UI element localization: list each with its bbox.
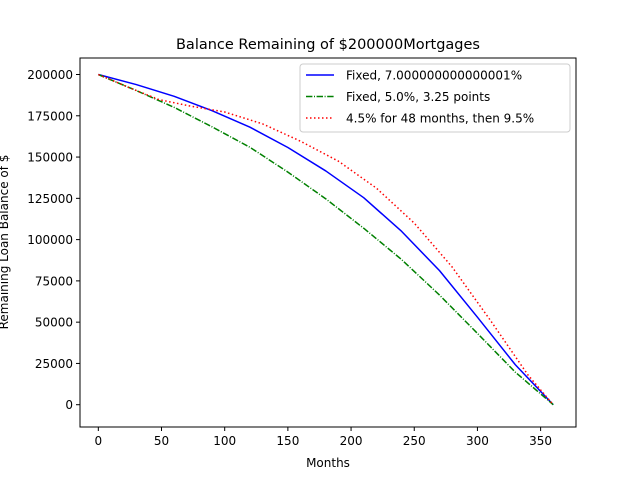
series-layer <box>98 73 554 406</box>
y-tick-label: 50000 <box>35 316 73 330</box>
y-tick-label: 200000 <box>27 68 73 82</box>
series-line-1 <box>98 73 554 406</box>
x-tick-label: 200 <box>340 434 363 448</box>
x-tick-label: 0 <box>95 434 103 448</box>
x-tick-label: 350 <box>529 434 552 448</box>
y-tick-label: 25000 <box>35 357 73 371</box>
x-axis-ticks: 0 50 100 150 200 250 300 350 <box>95 427 552 448</box>
y-tick-label: 125000 <box>27 192 73 206</box>
plot-frame <box>79 57 577 428</box>
series-line-2 <box>98 73 554 406</box>
x-tick-label: 300 <box>466 434 489 448</box>
legend-label-2: Fixed, 5.0%, 3.25 points <box>346 90 490 104</box>
legend: Fixed, 7.000000000000001% Fixed, 5.0%, 3.… <box>299 63 571 133</box>
legend-label-1: Fixed, 7.000000000000001% <box>346 69 522 83</box>
x-tick-label: 150 <box>276 434 299 448</box>
y-tick-label: 75000 <box>35 274 73 288</box>
y-axis-label: Remaining Loan Balance of $ <box>0 155 11 330</box>
y-tick-label: 175000 <box>27 109 73 123</box>
legend-label-3: 4.5% for 48 months, then 9.5% <box>346 112 534 126</box>
chart-title: Balance Remaining of $200000Mortgages <box>176 37 480 53</box>
y-tick-label: 150000 <box>27 151 73 165</box>
y-axis-ticks: 0 25000 50000 75000 100000 125000 150000 175000… <box>27 68 80 412</box>
legend-box <box>299 63 571 133</box>
y-tick-label: 100000 <box>27 233 73 247</box>
x-tick-label: 50 <box>154 434 169 448</box>
x-axis-label: Months <box>306 456 350 470</box>
y-tick-label: 0 <box>65 398 73 412</box>
x-tick-label: 250 <box>403 434 426 448</box>
x-tick-label: 100 <box>213 434 236 448</box>
